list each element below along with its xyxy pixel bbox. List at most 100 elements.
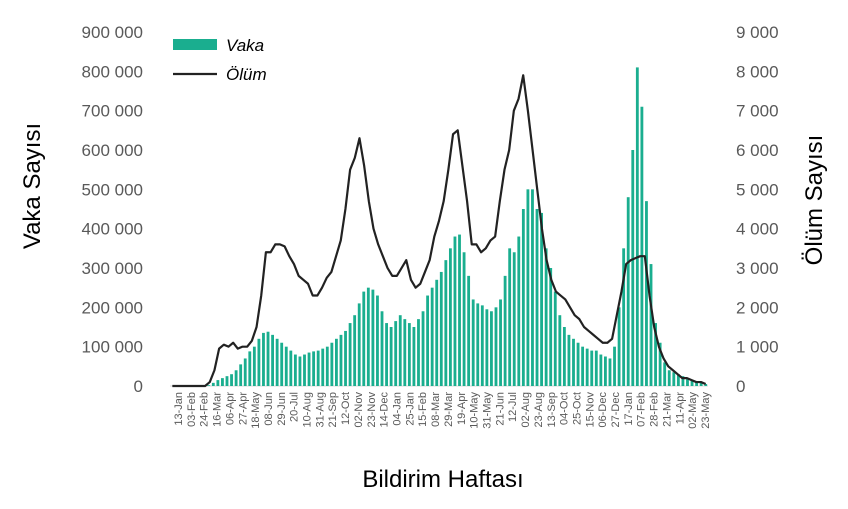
vaka-bar: [690, 380, 694, 386]
vaka-bar: [339, 334, 343, 386]
x-tick-label: 18-May: [250, 392, 262, 429]
vaka-bar: [234, 370, 238, 386]
vaka-bar: [594, 350, 598, 386]
y-left-tick-label: 700 000: [82, 102, 143, 121]
x-tick-label: 23-May: [700, 392, 712, 429]
vaka-bar: [544, 248, 548, 386]
x-tick-label: 21-Jun: [494, 392, 506, 426]
vaka-bar: [585, 348, 589, 386]
vaka-bar: [572, 338, 575, 386]
x-tick-label: 14-Dec: [379, 392, 391, 428]
vaka-bar: [590, 350, 594, 386]
x-tick-label: 08-Mar: [430, 392, 442, 427]
vaka-bar: [704, 384, 708, 386]
x-tick-label: 28-Feb: [649, 392, 661, 427]
vaka-bar: [330, 342, 334, 386]
x-tick-label: 15-Nov: [584, 392, 596, 428]
legend-label-olum: Ölüm: [226, 65, 267, 84]
vaka-bar: [430, 287, 434, 386]
x-tick-label: 02-Nov: [353, 392, 365, 428]
vaka-bar: [503, 275, 507, 386]
x-tick-label: 21-Mar: [661, 392, 673, 427]
vaka-bar: [407, 323, 411, 386]
y-left-tick-label: 300 000: [82, 259, 143, 278]
x-tick-label: 15-Feb: [417, 392, 429, 427]
vaka-bar: [686, 378, 689, 386]
x-tick-label: 31-Aug: [314, 392, 326, 427]
vaka-bar: [672, 372, 676, 386]
vaka-bar: [448, 248, 452, 386]
vaka-bar: [230, 374, 233, 386]
x-tick-label: 12-Oct: [340, 392, 352, 425]
vaka-bar: [312, 351, 316, 386]
vaka-bar: [262, 332, 265, 386]
x-tick-label: 04-Oct: [559, 392, 571, 425]
x-tick-label: 27-Dec: [610, 392, 622, 428]
y-left-tick-label: 500 000: [82, 180, 143, 199]
olum-line: [172, 74, 707, 388]
vaka-bar: [494, 307, 498, 386]
vaka-bar: [649, 264, 653, 386]
x-tick-label: 29-Mar: [443, 392, 455, 427]
vaka-bar: [266, 331, 270, 386]
vaka-bar: [389, 327, 393, 386]
vaka-bar: [380, 311, 384, 386]
vaka-bar: [353, 315, 357, 386]
x-tick-label: 16-Mar: [212, 392, 224, 427]
vaka-bar: [499, 299, 502, 386]
legend: Vaka Ölüm: [173, 36, 267, 84]
legend-label-vaka: Vaka: [226, 36, 264, 55]
x-tick-label: 29-Jun: [276, 392, 288, 426]
vaka-bar: [207, 385, 211, 386]
vaka-bar: [366, 287, 370, 386]
x-axis-ticks: 13-Jan 03-Feb 24-Feb 16-Mar 06-Apr 27-Apr 18-M…: [173, 392, 712, 429]
vaka-bar: [275, 338, 279, 386]
vaka-bar: [344, 330, 347, 386]
vaka-bar: [608, 358, 612, 386]
y-left-tick-label: 600 000: [82, 141, 143, 160]
vaka-bar: [403, 319, 407, 386]
legend-swatch-vaka: [173, 39, 217, 50]
vaka-bar: [357, 303, 361, 386]
vaka-bar: [480, 305, 484, 386]
y-right-tick-label: 4 000: [736, 220, 779, 239]
vaka-bar: [439, 271, 443, 386]
vaka-bar: [316, 350, 320, 386]
vaka-bar: [252, 346, 256, 386]
x-tick-label: 23-Nov: [366, 392, 378, 428]
x-tick-label: 24-Feb: [199, 392, 211, 427]
vaka-bar: [622, 248, 626, 386]
vaka-bar: [581, 346, 585, 386]
vaka-bar: [348, 323, 352, 386]
x-tick-label: 04-Jan: [392, 392, 404, 426]
vaka-bar: [421, 311, 425, 386]
y-axis-title-left: Vaka Sayısı: [19, 123, 46, 249]
vaka-bar: [521, 209, 525, 386]
x-tick-label: 08-Jun: [263, 392, 275, 426]
vaka-bar: [284, 346, 288, 386]
x-tick-label: 19-Apr: [456, 392, 468, 425]
vaka-bar: [558, 315, 562, 386]
vaka-bar: [471, 299, 475, 386]
vaka-bar: [549, 268, 553, 386]
vaka-bar: [412, 327, 416, 386]
vaka-bar: [453, 236, 457, 386]
vaka-bar: [476, 303, 480, 386]
vaka-bar: [462, 252, 466, 386]
vaka-bar: [216, 380, 220, 386]
vaka-bar: [211, 382, 215, 386]
vaka-bar: [626, 197, 630, 386]
vaka-bar: [699, 382, 703, 386]
vaka-bar: [645, 201, 648, 386]
x-tick-label: 25-Oct: [571, 392, 583, 425]
vaka-bar: [458, 234, 461, 386]
y-right-tick-label: 3 000: [736, 259, 779, 278]
vaka-bar: [325, 346, 329, 386]
y-left-tick-label: 400 000: [82, 220, 143, 239]
vaka-bar: [467, 275, 471, 386]
y-right-tick-label: 0: [736, 377, 745, 396]
vaka-bar: [362, 291, 366, 386]
vaka-bar: [485, 309, 489, 386]
x-tick-label: 06-Apr: [224, 392, 236, 425]
vaka-bar: [635, 67, 639, 387]
